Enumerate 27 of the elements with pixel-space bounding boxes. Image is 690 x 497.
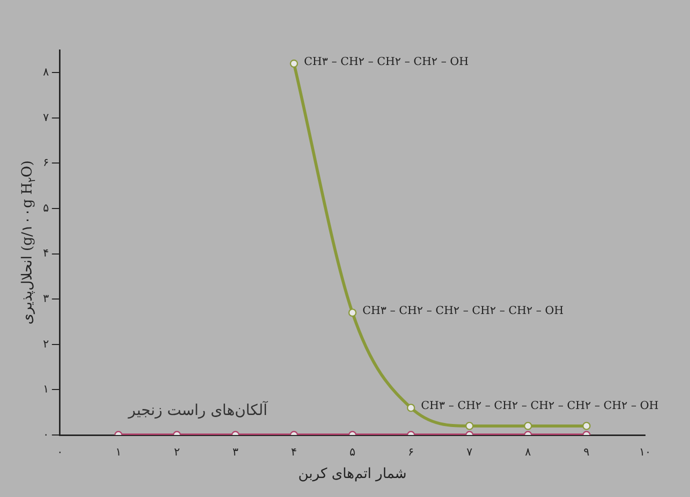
x-tick-label: ۴ <box>290 445 297 458</box>
x-tick-label: ۵ <box>349 445 356 458</box>
annotation: CH۳ – CH۲ – CH۲ – CH۲ – OH <box>304 54 469 70</box>
x-tick-label: ۷ <box>466 445 473 458</box>
x-axis-title: شمار اتم‌های کربن <box>298 466 407 482</box>
x-tick-label: ۸ <box>525 445 532 458</box>
y-tick-label: ۰ <box>42 428 49 441</box>
x-tick-label: ۳ <box>232 445 238 458</box>
y-tick-label: ۱ <box>42 382 49 396</box>
x-tick-label: ۰ <box>56 445 63 458</box>
point <box>290 59 298 68</box>
y-tick-label: ۸ <box>42 66 49 79</box>
y-tick-label: ۵ <box>42 201 49 214</box>
point <box>348 308 357 317</box>
x-tick-label: ۹ <box>584 445 590 458</box>
series-label: آلکان‌های راست زنجیر <box>127 400 268 419</box>
y-tick-label: ۷ <box>42 110 49 124</box>
annotation: CH۳ – CH۲ – CH۲ – CH۲ – CH۲ – CH۲ – OH <box>420 398 659 414</box>
y-tick-label: ۶ <box>42 156 49 170</box>
y-tick-label: ۴ <box>42 246 49 260</box>
x-tick-label: ۱ <box>115 445 122 458</box>
x-tick-label: ۶ <box>408 445 414 458</box>
annotation: CH۳ – CH۲ – CH۲ – CH۲ – CH۲ – OH <box>362 302 564 319</box>
y-tick-label: ۳ <box>42 292 49 305</box>
y-tick-label: ۲ <box>42 337 49 350</box>
x-tick-label: ۲ <box>174 445 180 458</box>
x-tick-label: ۱۰ <box>639 445 651 458</box>
